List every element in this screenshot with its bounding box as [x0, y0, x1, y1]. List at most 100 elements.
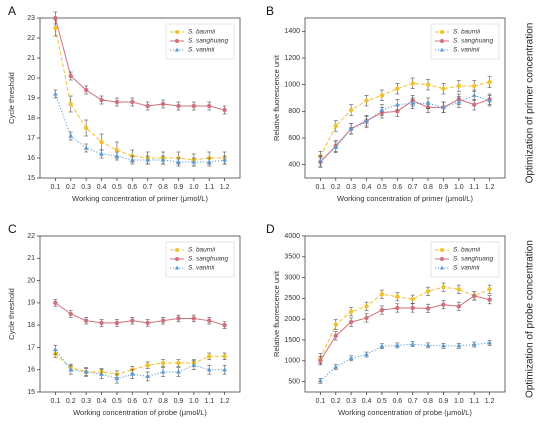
marker	[364, 119, 369, 124]
marker	[333, 333, 338, 339]
y-tick-label: 22	[27, 35, 35, 42]
marker	[395, 294, 400, 299]
x-tick-label: 0.6	[392, 184, 402, 191]
legend-label: S. vaninii	[188, 265, 215, 272]
x-tick-label: 1.1	[204, 184, 214, 191]
marker	[83, 318, 89, 323]
marker	[145, 363, 150, 368]
x-tick-label: 0.8	[158, 398, 168, 405]
series-line	[320, 94, 490, 162]
marker	[333, 144, 339, 149]
y-tick-label: 20	[27, 75, 35, 82]
y-tick-label: 1000	[284, 358, 300, 365]
x-tick-label: 0.1	[316, 184, 326, 191]
legend-marker	[439, 265, 445, 270]
marker	[379, 307, 385, 313]
x-tick-label: 1.1	[469, 398, 479, 405]
marker	[487, 340, 493, 345]
x-tick-label: 0.8	[158, 184, 168, 191]
series-line	[54, 93, 225, 163]
marker	[472, 293, 477, 299]
series-line	[319, 286, 490, 359]
x-tick-label: 0.6	[127, 184, 137, 191]
y-tick-label: 16	[27, 367, 35, 374]
marker	[364, 351, 369, 357]
legend-label: S. sanghuang	[188, 256, 229, 263]
marker	[441, 86, 446, 91]
marker	[222, 322, 227, 328]
series-line	[54, 17, 225, 111]
x-tick-label: 0.4	[97, 398, 107, 405]
x-tick-label: 1.0	[189, 398, 199, 405]
y-axis-label: Relative fluorescence unit	[272, 54, 281, 141]
x-tick-label: 0.3	[81, 398, 91, 405]
y-tick-label: 20	[27, 277, 35, 284]
marker	[472, 102, 477, 107]
marker	[99, 97, 104, 103]
y-tick-label: 1000	[284, 82, 300, 89]
marker	[83, 125, 89, 131]
x-tick-label: 0.4	[362, 398, 372, 405]
x-tick-label: 0.7	[143, 184, 153, 191]
legend-marker	[440, 248, 444, 252]
x-tick-label: 0.5	[112, 184, 122, 191]
marker	[83, 369, 89, 374]
marker	[207, 354, 212, 359]
marker	[364, 315, 369, 321]
marker	[379, 343, 385, 348]
legend-label: S. sanghuang	[188, 38, 229, 45]
marker	[441, 343, 446, 348]
y-tick-label: 17	[27, 135, 35, 142]
x-tick-label: 0.1	[51, 184, 61, 191]
x-tick-label: 0.9	[439, 184, 449, 191]
marker	[160, 369, 166, 374]
series-line	[320, 98, 490, 163]
series-line	[54, 27, 225, 161]
marker	[348, 107, 354, 113]
x-tick-label: 0.8	[423, 398, 433, 405]
legend-marker	[175, 30, 179, 34]
x-axis-label: Working concentration of probe (μmol/L)	[338, 408, 472, 417]
marker	[395, 86, 400, 91]
marker	[456, 83, 462, 89]
y-tick-label: 2500	[284, 295, 300, 302]
marker	[160, 157, 166, 162]
marker	[317, 378, 323, 383]
series-line	[55, 302, 225, 326]
x-tick-label: 0.3	[346, 398, 356, 405]
x-axis-label: Working concentration of probe (μmol/L)	[73, 408, 207, 417]
marker	[99, 151, 104, 156]
x-tick-label: 1.2	[220, 184, 230, 191]
y-tick-label: 1400	[284, 28, 300, 35]
marker	[160, 360, 166, 366]
x-tick-label: 1.2	[485, 184, 495, 191]
marker	[52, 347, 58, 352]
x-tick-label: 1.0	[454, 398, 464, 405]
x-tick-label: 0.3	[346, 184, 356, 191]
marker	[394, 342, 400, 348]
marker	[99, 139, 104, 145]
marker	[425, 289, 431, 294]
marker	[425, 342, 431, 348]
x-tick-label: 0.8	[423, 184, 433, 191]
marker	[145, 157, 151, 162]
y-axis-label: Cycle threshold	[7, 72, 16, 124]
legend-marker	[439, 47, 445, 52]
marker	[130, 318, 135, 323]
x-tick-label: 0.4	[97, 184, 107, 191]
panel-label: B	[266, 4, 274, 18]
marker	[207, 318, 212, 323]
marker	[471, 341, 477, 347]
x-tick-label: 1.0	[454, 184, 464, 191]
marker	[145, 373, 151, 378]
y-tick-label: 1500	[284, 337, 300, 344]
y-tick-label: 3500	[284, 254, 300, 261]
marker	[191, 103, 197, 109]
marker	[191, 316, 197, 321]
marker	[53, 25, 58, 31]
marker	[99, 320, 104, 326]
legend-label: S. vaninii	[453, 265, 480, 272]
y-tick-label: 400	[288, 162, 300, 169]
marker	[68, 73, 73, 79]
marker	[145, 320, 150, 326]
